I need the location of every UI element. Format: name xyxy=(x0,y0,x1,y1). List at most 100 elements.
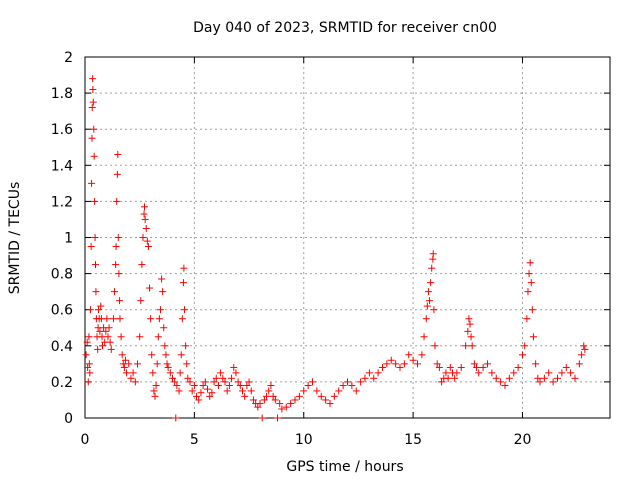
data-point xyxy=(241,392,249,400)
data-point xyxy=(120,363,128,371)
x-tick-label: 0 xyxy=(81,432,90,448)
data-point xyxy=(83,338,91,346)
data-point xyxy=(143,237,151,245)
data-point xyxy=(188,387,196,395)
data-point xyxy=(271,396,279,404)
data-point xyxy=(527,279,535,287)
data-point xyxy=(501,382,509,390)
data-point xyxy=(430,306,438,314)
data-point xyxy=(562,363,570,371)
data-point xyxy=(254,403,262,411)
data-point xyxy=(282,403,290,411)
data-point xyxy=(89,85,97,93)
data-point xyxy=(534,374,542,382)
y-tick-label: 0.4 xyxy=(51,339,73,355)
data-point xyxy=(473,363,481,371)
data-point xyxy=(392,360,400,368)
data-point xyxy=(193,392,201,400)
data-point xyxy=(428,264,436,272)
data-point xyxy=(525,270,533,278)
data-point xyxy=(575,360,583,368)
data-point xyxy=(113,197,121,205)
data-point xyxy=(89,98,97,106)
data-point xyxy=(258,414,266,422)
data-point xyxy=(84,363,92,371)
data-point xyxy=(429,250,437,258)
data-point xyxy=(190,382,198,390)
data-point xyxy=(446,363,454,371)
data-point xyxy=(424,288,432,296)
data-point xyxy=(442,369,450,377)
data-point xyxy=(526,259,534,267)
data-point xyxy=(444,374,452,382)
data-point xyxy=(197,389,205,397)
data-point xyxy=(91,234,99,241)
data-point xyxy=(536,378,544,386)
data-point xyxy=(171,378,179,386)
data-point xyxy=(113,170,121,178)
y-tick-label: 0.6 xyxy=(51,303,73,319)
data-point xyxy=(532,360,540,368)
data-point xyxy=(159,288,167,296)
data-point xyxy=(111,288,119,296)
data-point xyxy=(239,387,246,395)
data-point xyxy=(112,261,120,269)
data-point xyxy=(142,224,150,232)
axis-layer: 0 5 10 15 20 0 0.2 0.4 0.6 0.8 1 1.2 1.4 1.6 1.8 2 xyxy=(51,50,611,448)
data-point xyxy=(88,134,96,142)
data-point xyxy=(245,378,253,386)
data-point xyxy=(370,374,378,382)
data-point xyxy=(95,306,103,314)
x-tick-label: 20 xyxy=(514,432,532,448)
data-point xyxy=(84,378,92,386)
data-point xyxy=(134,360,141,368)
data-point xyxy=(484,360,491,368)
data-point xyxy=(127,374,135,382)
data-point xyxy=(104,333,112,341)
data-point xyxy=(210,378,218,386)
data-point xyxy=(383,360,391,368)
data-point xyxy=(236,382,244,390)
data-point xyxy=(182,342,190,350)
data-point xyxy=(247,387,255,395)
data-point xyxy=(524,288,532,296)
data-point xyxy=(155,315,163,323)
data-point xyxy=(115,270,123,278)
data-point xyxy=(136,333,144,341)
data-point xyxy=(317,392,325,400)
data-point xyxy=(309,378,316,386)
y-axis-label: SRMTID / TECUs xyxy=(7,182,23,295)
data-point xyxy=(186,378,194,386)
y-tick-label: 1.6 xyxy=(51,122,73,138)
data-point xyxy=(451,374,459,382)
data-point xyxy=(470,360,478,368)
data-point xyxy=(300,387,308,395)
data-point xyxy=(580,342,588,350)
data-point xyxy=(374,369,382,377)
data-point xyxy=(162,351,170,359)
data-point xyxy=(344,378,351,386)
y-tick-label: 0.2 xyxy=(51,375,73,391)
data-point xyxy=(519,351,526,359)
data-point xyxy=(387,356,395,364)
data-point xyxy=(339,382,347,390)
data-point xyxy=(335,387,343,395)
data-point xyxy=(86,369,94,377)
data-point xyxy=(278,405,286,413)
data-point xyxy=(107,345,115,353)
data-point xyxy=(475,369,483,377)
data-point xyxy=(212,374,220,382)
data-point xyxy=(581,345,589,353)
data-point xyxy=(118,351,126,359)
data-point xyxy=(99,342,106,350)
data-point xyxy=(106,338,114,346)
data-point xyxy=(225,382,233,390)
y-tick-label: 1.4 xyxy=(51,158,73,174)
data-point xyxy=(199,382,207,390)
data-point xyxy=(578,351,586,359)
data-point xyxy=(206,392,214,400)
data-point xyxy=(117,333,125,341)
data-point xyxy=(116,315,124,323)
data-point xyxy=(137,297,145,305)
data-point xyxy=(169,374,176,382)
